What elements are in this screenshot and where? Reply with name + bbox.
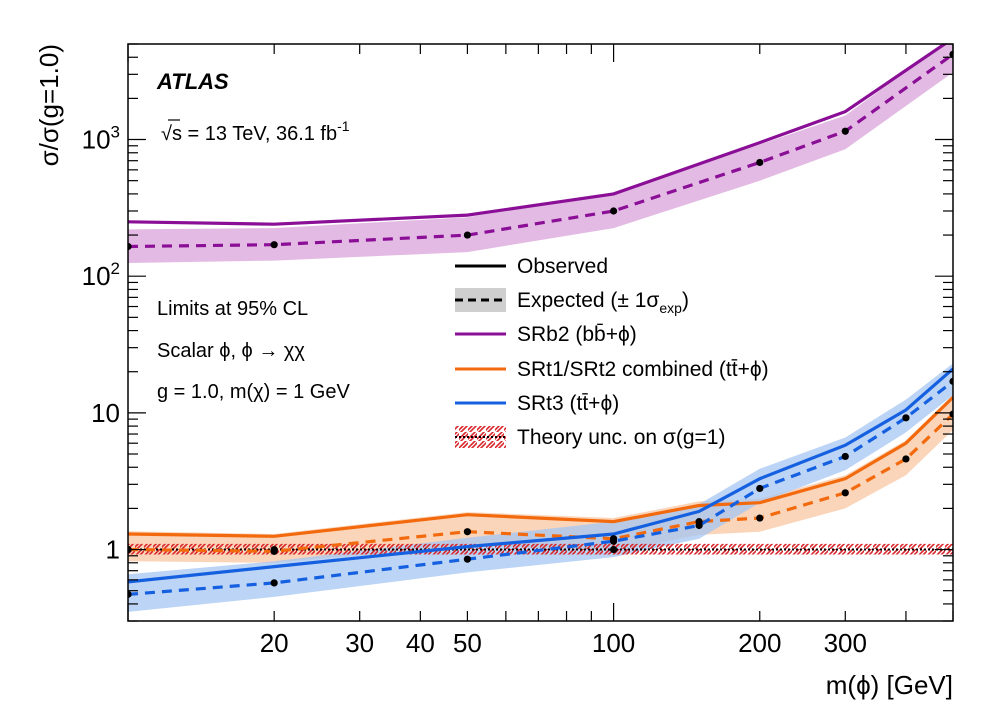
srt3-expected-point	[270, 579, 278, 587]
lumi-exponent: -1	[337, 118, 350, 134]
srb2-expected-point	[609, 207, 618, 215]
x-tick-label: 200	[738, 628, 781, 658]
srt3-expected-band	[128, 363, 953, 612]
legend-expected-sub: exp	[659, 300, 682, 316]
y-tick-base: 10	[82, 125, 111, 155]
srt3-expected-point	[609, 537, 618, 545]
srb2-expected-point	[841, 127, 849, 135]
energy-lumi-text: √s = 13 TeV, 36.1 fb	[161, 123, 337, 145]
legend-expected-main: Expected (± 1σ	[517, 289, 659, 312]
annotation-model: Scalar ϕ, ϕ → χχ	[157, 340, 305, 362]
srt12-expected-point	[949, 410, 953, 418]
experiment-label: ATLAS	[156, 69, 229, 94]
legend-label-theory: Theory unc. on σ(g=1)	[517, 426, 725, 449]
srt12-expected-line	[128, 412, 953, 553]
legend-label-srt12: SRt1/SRt2 combined (tt̄+ϕ)	[517, 358, 769, 381]
legend: Observed Expected (± 1σexp) SRb2 (bb̄+ϕ)…	[455, 255, 769, 449]
x-axis-title: m(ϕ) [GeV]	[826, 670, 953, 700]
legend-label-observed: Observed	[517, 255, 608, 278]
annotation-params: g = 1.0, m(χ) = 1 GeV	[157, 381, 350, 403]
srb2-expected-point	[949, 50, 953, 58]
plot-content	[128, 44, 953, 612]
legend-label-expected: Expected (± 1σexp)	[517, 289, 689, 316]
srt3-expected-point	[756, 484, 764, 493]
srt12-expected-point	[463, 528, 472, 536]
srt3-expected-line	[128, 380, 953, 596]
expected-markers	[128, 50, 953, 598]
x-tick-label: 20	[260, 628, 289, 658]
srt12-observed-line	[128, 396, 953, 538]
srb2-expected-point	[463, 231, 472, 239]
srt3-expected-point	[463, 555, 472, 563]
srb2-expected-point	[270, 241, 278, 249]
x-tick-label: 300	[824, 628, 867, 658]
srb2-expected-point	[128, 242, 132, 251]
y-tick-label: 1	[106, 535, 120, 565]
y-tick-exponent: 2	[111, 259, 120, 278]
axis-ticks	[127, 43, 954, 622]
srt3-expected-point	[128, 590, 132, 598]
srt3-expected-point	[949, 377, 953, 385]
plot-frame	[127, 43, 954, 622]
annotation-cl: Limits at 95% CL	[157, 298, 308, 320]
x-tick-labels: 20 30 40 50 100 200 300	[260, 628, 867, 658]
srt3-expected-point	[695, 521, 703, 530]
srt12-expected-point	[902, 455, 910, 463]
theory-point	[609, 545, 618, 554]
y-tick-base: 10	[82, 261, 111, 291]
energy-lumi-label: √s = 13 TeV, 36.1 fb-1	[161, 118, 350, 145]
srt12-expected-point	[841, 489, 849, 497]
srt12-expected-point	[756, 514, 764, 522]
y-tick-label: 102	[82, 259, 120, 291]
legend-label-srb2: SRb2 (bb̄+ϕ)	[517, 323, 637, 346]
theory-point	[270, 545, 278, 554]
legend-expected-end: )	[682, 289, 689, 312]
srt12-expected-band	[128, 395, 953, 563]
x-tick-label: 30	[345, 628, 374, 658]
y-axis-title: σ/σ(g=1.0)	[34, 44, 64, 166]
y-tick-label: 10	[91, 398, 120, 428]
y-tick-label: 103	[82, 123, 120, 155]
x-tick-label: 40	[406, 628, 435, 658]
srb2-expected-point	[756, 158, 764, 167]
y-tick-exponent: 3	[111, 123, 120, 142]
srt3-observed-line	[128, 367, 953, 584]
legend-label-srt3: SRt3 (tt̄+ϕ)	[517, 392, 619, 415]
srb2-observed-line	[128, 44, 948, 226]
srt3-expected-point	[841, 452, 849, 461]
x-tick-label: 50	[453, 628, 482, 658]
srb2-expected-band	[128, 44, 953, 263]
srt3-expected-point	[902, 414, 910, 422]
x-tick-label: 100	[592, 628, 635, 658]
